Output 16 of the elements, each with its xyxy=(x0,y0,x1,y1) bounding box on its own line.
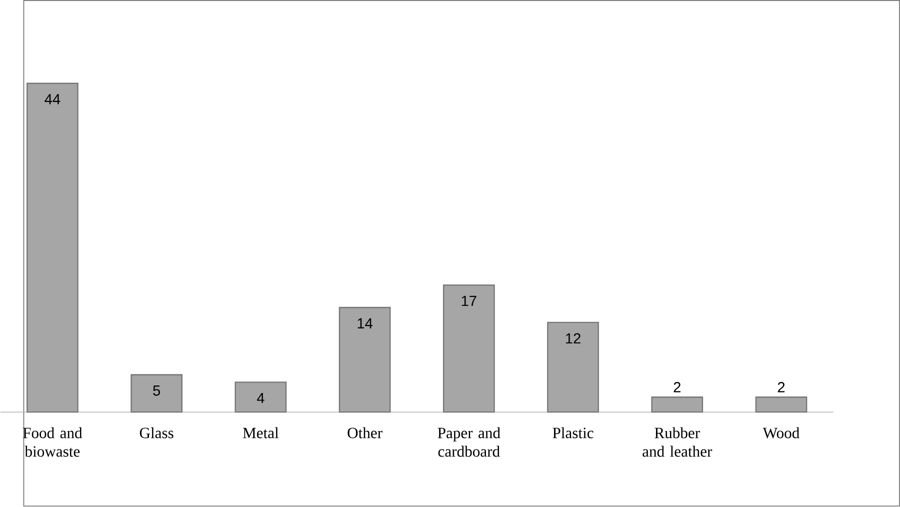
data-label: 2 xyxy=(674,382,680,392)
x-tick-label: Metal xyxy=(242,427,279,438)
x-tick-label: Wood xyxy=(762,427,800,439)
data-label: 17 xyxy=(462,296,476,306)
x-tick-label: Food and biowaste xyxy=(23,427,82,457)
data-label: 44 xyxy=(44,94,60,104)
x-tick-label: Other xyxy=(348,427,382,438)
x-tick-label: Paper and cardboard xyxy=(438,427,500,457)
data-label: 2 xyxy=(778,382,785,392)
data-label: 5 xyxy=(153,386,160,396)
data-label: 4 xyxy=(256,393,264,404)
data-label: 14 xyxy=(358,318,372,329)
x-tick-label: Rubber and leather xyxy=(642,427,712,457)
x-tick-label: Glass xyxy=(140,427,174,438)
x-tick-label: Plastic xyxy=(552,427,594,438)
data-label: 12 xyxy=(566,333,580,344)
